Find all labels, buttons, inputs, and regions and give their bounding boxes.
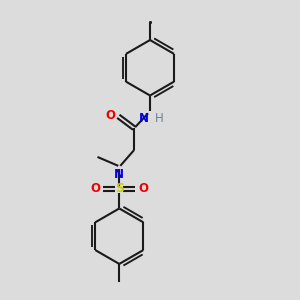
Text: N: N [114, 168, 124, 181]
Text: O: O [91, 182, 100, 195]
Text: O: O [105, 109, 115, 122]
Text: H: H [155, 112, 164, 125]
Text: S: S [115, 182, 124, 195]
Text: O: O [138, 182, 148, 195]
Text: N: N [139, 112, 149, 125]
